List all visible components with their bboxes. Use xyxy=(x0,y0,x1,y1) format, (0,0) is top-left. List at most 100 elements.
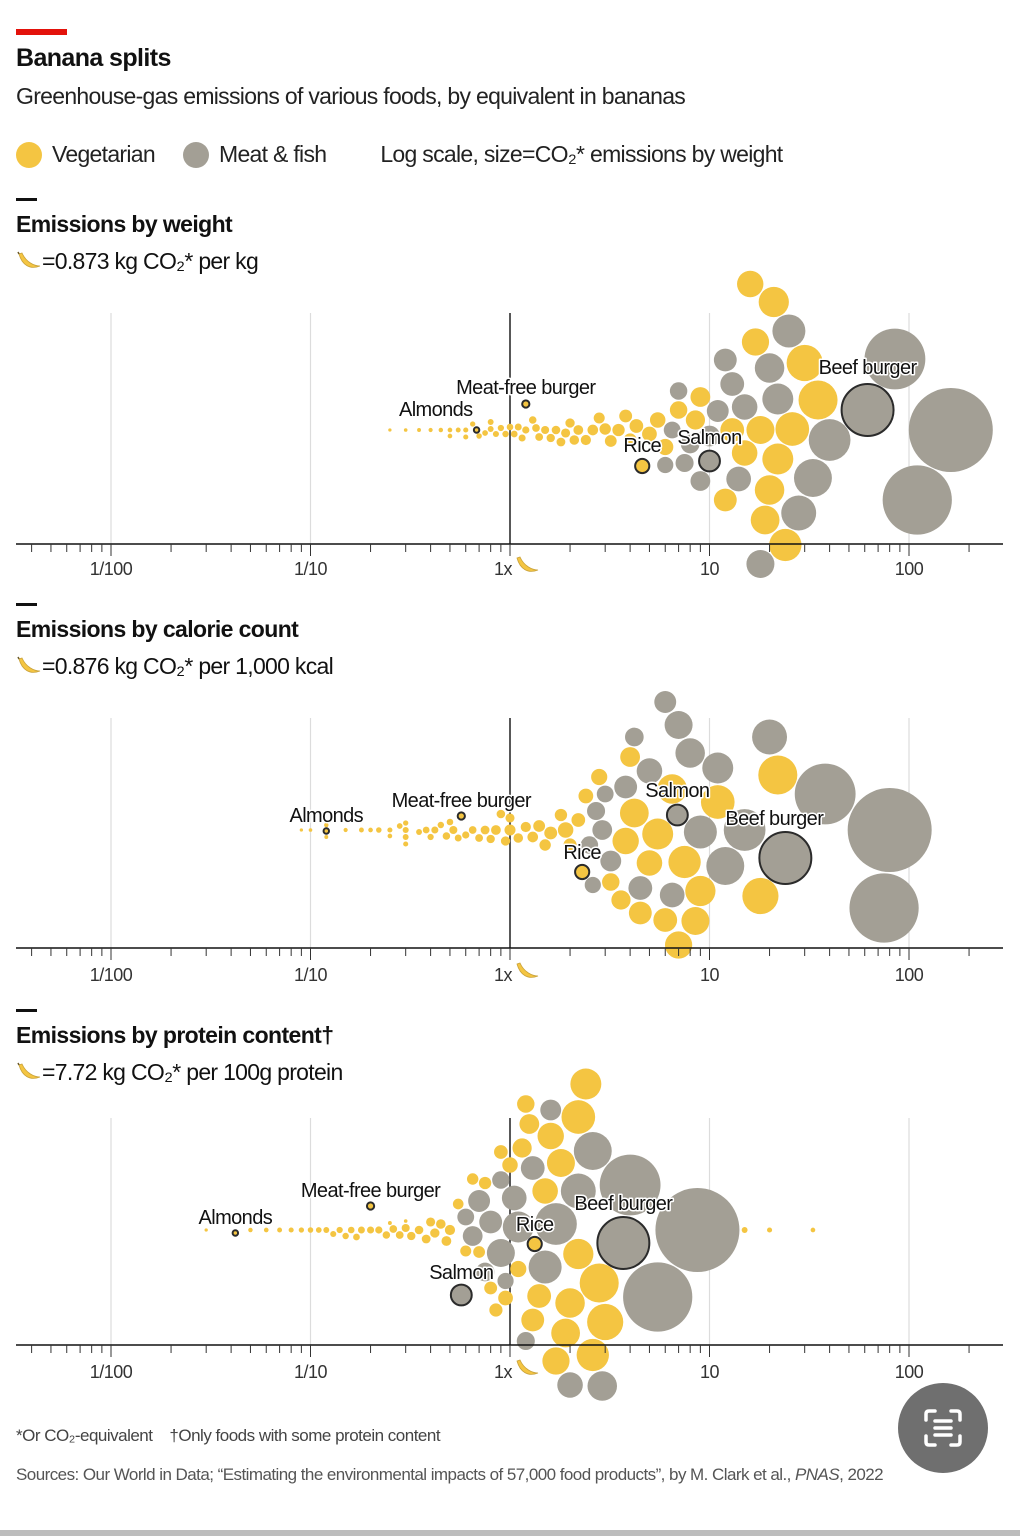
meat-food-bubble xyxy=(720,372,745,396)
scan-text-button[interactable] xyxy=(898,1383,988,1473)
vegetarian-food-bubble xyxy=(401,1223,410,1233)
banana-shape xyxy=(516,962,539,978)
scan-text-icon xyxy=(924,1409,962,1447)
vegetarian-food-bubble xyxy=(657,438,674,456)
vegetarian-food-bubble xyxy=(669,401,688,419)
meat-food-bubble xyxy=(808,419,851,461)
vegetarian-food-bubble xyxy=(204,1228,208,1232)
meat-food-bubble xyxy=(528,1250,562,1284)
vegetarian-food-bubble xyxy=(769,528,802,562)
vegetarian-food-bubble xyxy=(447,427,453,433)
vegetarian-food-bubble xyxy=(541,425,550,435)
highlight-label-meat-free-burger: Meat-free burger xyxy=(301,1180,441,1202)
meat-food-bubble xyxy=(669,382,688,400)
highlight-bubble-almonds xyxy=(322,827,331,835)
x-tick-label: 10 xyxy=(700,965,720,985)
vegetarian-food-bubble xyxy=(421,1234,431,1244)
vegetarian-food-bubble xyxy=(737,270,764,298)
meat-food-bubble xyxy=(713,348,737,372)
beeswarm-calorie: Almonds Meat-free burger Rice Salmon Beef bu… xyxy=(16,691,1003,985)
vegetarian-food-bubble xyxy=(248,1227,253,1233)
vegetarian-food-bubble xyxy=(649,412,666,428)
vegetarian-food-bubble xyxy=(521,1308,545,1332)
vegetarian-food-bubble xyxy=(557,822,574,838)
highlight-bubble-meat-free-burger xyxy=(456,811,466,821)
highlight-bubble-beef-burger xyxy=(758,831,813,885)
vegetarian-food-bubble xyxy=(438,427,444,433)
vegetarian-food-bubble xyxy=(685,410,706,430)
highlight-bubble-salmon xyxy=(698,449,721,473)
vegetarian-food-bubble xyxy=(502,430,509,438)
meat-food-bubble xyxy=(573,1132,612,1170)
meat-food-bubble xyxy=(726,466,751,492)
legend-label: Meat & fish xyxy=(218,141,327,167)
highlight-label-rice: Rice xyxy=(516,1214,554,1236)
meat-food-bubble xyxy=(659,882,685,908)
panel-tick xyxy=(16,198,37,201)
legend-label: Vegetarian xyxy=(52,141,156,167)
banana-icon xyxy=(17,656,41,673)
meat-food-bubble xyxy=(664,710,693,740)
meat-food-bubble xyxy=(516,1331,535,1351)
banana-icon xyxy=(17,1062,41,1079)
x-tick-label: 1/100 xyxy=(90,965,133,985)
vegetarian-food-bubble xyxy=(416,829,422,835)
vegetarian-food-bubble xyxy=(353,1233,360,1241)
meat-food-bubble xyxy=(657,456,674,474)
vegetarian-food-bubble xyxy=(496,809,506,819)
vegetarian-food-bubble xyxy=(766,1227,773,1233)
vegetarian-food-bubble xyxy=(713,488,737,512)
vegetarian-food-bubble xyxy=(387,1221,392,1225)
vegetarian-food-bubble xyxy=(535,433,544,441)
meat-food-bubble xyxy=(746,549,775,579)
vegetarian-food-bubble xyxy=(426,1217,436,1227)
banana-icon xyxy=(516,962,539,978)
meat-swatch-icon xyxy=(182,141,209,168)
x-tick-label: 10 xyxy=(700,1362,720,1382)
panel-subtitle-calorie: =0.876 kg CO₂* per 1,000 kcal xyxy=(16,653,334,680)
vegetarian-food-bubble xyxy=(620,747,641,767)
highlight-label-meat-free-burger: Meat-free burger xyxy=(392,790,532,812)
highlight-label-almonds: Almonds xyxy=(399,399,473,421)
vegetarian-food-bubble xyxy=(324,822,329,828)
x-tick-label: 1/10 xyxy=(294,1362,328,1382)
panel-title-protein: Emissions by protein content† xyxy=(16,1022,334,1048)
highlight-label-beef-burger: Beef burger xyxy=(725,808,824,830)
vegetarian-food-bubble xyxy=(308,828,313,832)
vegetarian-food-bubble xyxy=(455,427,461,433)
vegetarian-food-bubble xyxy=(612,827,639,855)
highlight-label-salmon: Salmon xyxy=(429,1262,493,1284)
vegetarian-food-bubble xyxy=(775,412,810,446)
vegetarian-food-bubble xyxy=(473,1246,486,1258)
vegetarian-swatch-icon xyxy=(16,141,42,168)
accent-bar xyxy=(16,29,67,35)
vegetarian-food-bubble xyxy=(668,845,701,879)
meat-food-bubble xyxy=(592,820,613,840)
vegetarian-food-bubble xyxy=(402,834,409,840)
vegetarian-food-bubble xyxy=(347,1226,355,1234)
vegetarian-food-bubble xyxy=(336,1226,343,1234)
highlight-label-almonds: Almonds xyxy=(199,1207,273,1229)
highlight-label-salmon: Salmon xyxy=(645,780,709,802)
vegetarian-food-bubble xyxy=(476,433,482,439)
vegetarian-food-bubble xyxy=(690,387,711,407)
highlight-label-salmon: Salmon xyxy=(677,427,741,449)
vegetarian-food-bubble xyxy=(741,328,770,356)
vegetarian-food-bubble xyxy=(388,428,392,432)
vegetarian-food-bubble xyxy=(539,839,551,851)
vegetarian-food-bubble xyxy=(500,836,511,846)
meat-food-bubble xyxy=(675,738,705,768)
vegetarian-food-bubble xyxy=(468,826,477,834)
meat-food-bubble xyxy=(847,787,932,873)
vegetarian-food-bubble xyxy=(556,437,566,447)
vegetarian-food-bubble xyxy=(330,1230,337,1238)
vegetarian-food-bubble xyxy=(414,1225,424,1235)
vegetarian-food-bubble xyxy=(431,826,439,834)
meat-food-bubble xyxy=(475,1262,495,1282)
meat-food-bubble xyxy=(636,758,663,784)
vegetarian-food-bubble xyxy=(396,823,403,829)
vegetarian-food-bubble xyxy=(642,818,674,850)
highlight-label-meat-free-burger: Meat-free burger xyxy=(456,377,596,399)
meat-food-bubble xyxy=(479,1210,503,1234)
vegetarian-food-bubble xyxy=(298,1227,305,1233)
